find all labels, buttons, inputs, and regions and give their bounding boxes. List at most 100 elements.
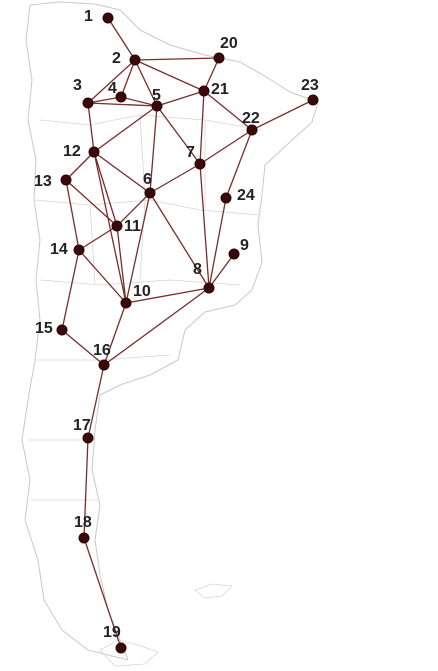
node-label-7: 7 (186, 144, 195, 161)
edge-2-5 (134, 59, 158, 107)
map-outline-south (91, 394, 129, 661)
node-9[interactable] (228, 248, 240, 260)
edge-6-11 (116, 192, 151, 227)
node-label-22: 22 (242, 110, 260, 127)
edge-2-4 (120, 59, 136, 98)
edge-16-8 (103, 287, 210, 366)
node-label-24: 24 (237, 187, 255, 204)
node-19[interactable] (115, 642, 127, 654)
node-7[interactable] (194, 158, 206, 170)
edge-12-6 (93, 151, 151, 194)
edge-20-21 (203, 57, 220, 92)
edge-14-15 (61, 249, 80, 331)
node-label-9: 9 (240, 237, 249, 254)
map-outline-north (29, 1, 319, 396)
node-14[interactable] (73, 244, 85, 256)
edge-9-8 (208, 253, 235, 289)
node-label-6: 6 (143, 171, 152, 188)
node-label-2: 2 (112, 50, 121, 67)
edges (61, 17, 314, 649)
edge-4-5 (120, 96, 158, 107)
edge-2-21 (134, 59, 205, 92)
node-22[interactable] (246, 124, 258, 136)
edge-22-7 (199, 129, 253, 165)
edge-2-3 (87, 59, 136, 104)
edge-12-10 (93, 151, 127, 304)
node-1[interactable] (102, 12, 114, 24)
edge-6-10 (125, 192, 151, 304)
node-label-19: 19 (103, 624, 121, 641)
edge-5-21 (156, 90, 205, 107)
edge-7-8 (199, 163, 210, 289)
map-tierra-del-fuego (99, 639, 159, 667)
nodes (56, 12, 319, 654)
edge-5-7 (156, 105, 201, 165)
node-label-12: 12 (63, 143, 81, 160)
edge-11-10 (116, 225, 127, 304)
node-20[interactable] (213, 52, 225, 64)
node-2[interactable] (129, 54, 141, 66)
edge-22-23 (251, 99, 314, 131)
edge-3-4 (87, 96, 122, 104)
edge-14-11 (78, 225, 118, 251)
node-5[interactable] (151, 100, 163, 112)
edge-18-19 (83, 537, 122, 649)
node-label-10: 10 (133, 283, 151, 300)
node-13[interactable] (60, 174, 72, 186)
edge-10-8 (125, 287, 210, 304)
edge-10-16 (103, 302, 127, 366)
edge-5-12 (93, 105, 158, 153)
node-12[interactable] (88, 146, 100, 158)
edge-21-22 (203, 90, 253, 131)
node-11[interactable] (111, 220, 123, 232)
node-10[interactable] (120, 297, 132, 309)
node-8[interactable] (203, 282, 215, 294)
node-6[interactable] (144, 187, 156, 199)
node-label-11: 11 (124, 218, 141, 235)
node-label-23: 23 (301, 77, 319, 94)
node-24[interactable] (220, 192, 232, 204)
node-label-15: 15 (35, 320, 53, 337)
edge-16-17 (87, 364, 105, 439)
edge-12-11 (93, 151, 118, 227)
edge-21-7 (199, 90, 205, 165)
edge-13-14 (65, 179, 80, 251)
node-label-16: 16 (93, 342, 111, 359)
node-label-1: 1 (84, 8, 93, 25)
edge-1-2 (107, 17, 136, 61)
node-15[interactable] (56, 324, 68, 336)
node-17[interactable] (82, 432, 94, 444)
node-16[interactable] (98, 359, 110, 371)
edge-7-6 (149, 163, 201, 194)
edge-5-6 (149, 105, 158, 194)
node-label-13: 13 (34, 173, 52, 190)
edge-6-8 (149, 192, 210, 289)
edge-24-8 (208, 197, 227, 289)
edge-2-20 (134, 57, 220, 61)
edge-3-5 (87, 102, 158, 107)
node-label-5: 5 (152, 87, 161, 104)
edge-3-12 (87, 102, 95, 153)
node-label-8: 8 (193, 261, 202, 278)
edge-17-18 (83, 437, 89, 539)
edge-13-11 (65, 179, 118, 227)
node-18[interactable] (78, 532, 90, 544)
edge-22-24 (225, 129, 253, 199)
node-label-14: 14 (50, 241, 68, 258)
map-island (194, 583, 233, 599)
node-label-21: 21 (211, 81, 229, 98)
node-3[interactable] (82, 97, 94, 109)
edge-14-10 (78, 249, 127, 304)
node-21[interactable] (198, 85, 210, 97)
edge-12-13 (65, 151, 95, 181)
node-23[interactable] (307, 94, 319, 106)
node-label-17: 17 (73, 417, 91, 434)
edge-15-16 (61, 329, 105, 366)
node-label-3: 3 (73, 77, 82, 94)
node-4[interactable] (115, 91, 127, 103)
country-map-outline (21, 1, 319, 667)
node-label-4: 4 (108, 80, 117, 97)
